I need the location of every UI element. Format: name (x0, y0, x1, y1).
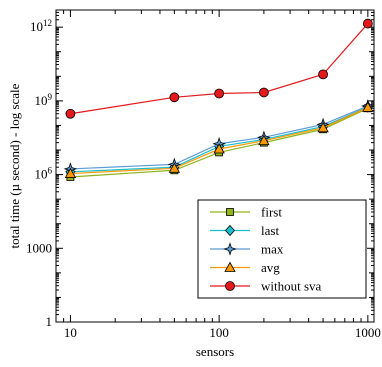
legend-marker-without-sva (225, 281, 235, 291)
y-tick-label: 1000 (26, 240, 52, 255)
legend-label: first (261, 205, 282, 220)
legend-item-first: first (210, 205, 282, 220)
data-point-avg (362, 101, 374, 112)
series-line-first (70, 107, 369, 178)
legend: first last max avg without sva (197, 199, 367, 299)
data-point-without-sva (214, 88, 225, 99)
legend-item-max: max (210, 242, 284, 257)
data-point-without-sva (258, 87, 269, 98)
x-axis-title: sensors (196, 344, 234, 359)
x-tick-label: 100 (209, 325, 229, 340)
y-tick-label: 1 (46, 314, 53, 329)
data-point-avg (64, 167, 77, 178)
x-tick-label: 1000 (355, 325, 381, 340)
plot-frame (55, 9, 375, 323)
data-point-without-sva (362, 18, 373, 29)
data-point-without-sva (169, 92, 180, 103)
y-tick-label: 106 (35, 166, 53, 182)
y-tick-label: 1012 (30, 18, 52, 34)
x-tick-label: 10 (64, 325, 77, 340)
series-without-sva (65, 18, 373, 119)
data-point-avg (317, 122, 329, 133)
data-point-avg (258, 134, 270, 146)
legend-item-without-sva: without sva (210, 279, 322, 294)
series-line-avg (70, 106, 369, 175)
series-max (63, 99, 375, 176)
legend-marker-avg (224, 261, 236, 272)
legend-label: avg (261, 260, 280, 275)
series-line-max (70, 105, 369, 170)
data-point-without-sva (318, 69, 328, 80)
legend-label: without sva (261, 279, 322, 294)
legend-item-last: last (210, 223, 279, 238)
y-axis-title: total time (µ second) - log scale (7, 83, 22, 248)
series-avg (64, 101, 374, 178)
y-tick-label: 109 (35, 92, 53, 108)
data-point-avg (213, 143, 225, 154)
legend-marker-max (223, 242, 237, 256)
legend-marker-last (224, 224, 236, 237)
legend-label: last (261, 223, 279, 238)
legend-item-avg: avg (210, 260, 280, 275)
data-point-avg (168, 162, 181, 173)
series-line-last (70, 106, 369, 173)
legend-marker-first (226, 208, 234, 216)
series-line-without-sva (70, 23, 369, 115)
data-point-without-sva (65, 108, 76, 119)
legend-label: max (261, 242, 284, 257)
